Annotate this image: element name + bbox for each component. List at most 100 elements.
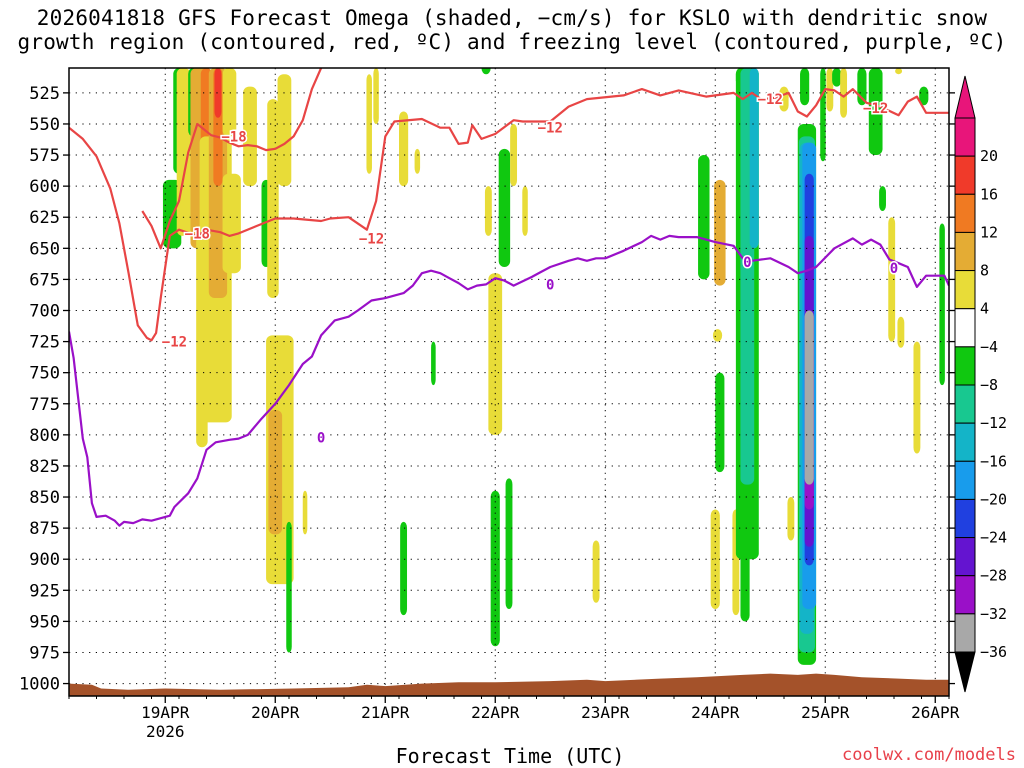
contours: −12 −12 −12 −12 −12 −18 −18 0 0 0 0 [69, 68, 949, 527]
x-tick-label: 22APR [471, 703, 520, 722]
dgz-contour-1-label: −18 [185, 226, 210, 242]
omega-region-13 [243, 86, 257, 187]
x-tick-label: 25APR [801, 703, 850, 722]
colorbar-label: −16 [980, 452, 1007, 470]
colorbar-arrow-bottom [954, 651, 976, 693]
y-tick-label: 850 [29, 488, 60, 508]
omega-region-11 [222, 68, 237, 137]
y-tick-label: 600 [29, 177, 60, 197]
colorbar-bin-0 [954, 117, 976, 157]
omega-region-20 [302, 490, 308, 535]
x-tick-label: 24APR [691, 703, 740, 722]
freezing-level-contour-line [69, 234, 949, 527]
dgz-contour-0-label: −12 [359, 231, 384, 247]
omega-region-66 [897, 316, 905, 348]
omega-region-26 [400, 521, 408, 616]
omega-region-33 [510, 123, 518, 187]
y-tick-label: 900 [29, 550, 60, 570]
omega-region-46 [749, 68, 759, 249]
dgz-contour-1-label: −18 [221, 129, 246, 145]
freezing-level-contour-label: 0 [546, 277, 554, 293]
colorbar-label: −32 [980, 605, 1007, 623]
ground-fill [69, 673, 949, 696]
plot-area: −12 −12 −12 −12 −12 −18 −18 0 0 0 0 [69, 68, 949, 696]
y-tick-label: 650 [29, 239, 60, 259]
y-tick-label: 675 [29, 270, 60, 290]
omega-region-57 [804, 310, 814, 485]
y-tick-label: 525 [29, 84, 60, 104]
colorbar-bin-7 [954, 384, 976, 424]
colorbar-bin-2 [954, 193, 976, 233]
dgz-contour-0-label: −12 [538, 121, 563, 137]
omega-region-67 [913, 341, 921, 454]
omega-region-15 [267, 99, 279, 299]
y-tick-label: 925 [29, 581, 60, 601]
colorbar-arrow-top [954, 75, 976, 119]
y-tick-label: 575 [29, 146, 60, 166]
y-tick-label: 550 [29, 115, 60, 135]
y-tick-label: 1000 [19, 675, 60, 695]
colorbar-bin-9 [954, 460, 976, 500]
y-tick-label: 950 [29, 612, 60, 632]
omega-region-34 [522, 186, 528, 236]
omega-region-27 [481, 68, 491, 75]
ground-terrain [69, 673, 949, 696]
y-tick-label: 725 [29, 333, 60, 353]
y-tick-label: 700 [29, 301, 60, 321]
omega-region-64 [879, 186, 886, 212]
colorbar-label: −20 [980, 490, 1007, 508]
colorbar-label: 4 [980, 300, 989, 318]
colorbar-label: −8 [980, 376, 998, 394]
omega-region-60 [832, 68, 842, 87]
omega-region-19 [286, 521, 292, 653]
omega-region-22 [373, 68, 379, 124]
dgz-contour-0-label: −12 [863, 101, 888, 117]
colorbar-bin-6 [954, 346, 976, 386]
freezing-level-contour-label: 0 [317, 430, 325, 446]
omega-region-30 [490, 490, 500, 647]
x-tick-label: 21APR [361, 703, 410, 722]
colorbar-label: −4 [980, 338, 998, 356]
y-tick-label: 750 [29, 364, 60, 384]
x-tick-label: 23APR [581, 703, 630, 722]
colorbar-bin-5 [954, 308, 976, 348]
freezing-level-contour-label: 0 [890, 261, 898, 277]
colorbar-bin-10 [954, 498, 976, 539]
colorbar-bin-11 [954, 537, 976, 577]
dgz-contour-0-line [69, 88, 949, 342]
omega-region-10 [214, 68, 222, 118]
dgz-contour-0-label: −12 [162, 335, 187, 351]
omega-region-61 [840, 68, 848, 118]
dgz-contour-0-label: −12 [758, 92, 783, 108]
colorbar-label: −24 [980, 529, 1007, 547]
omega-region-24 [414, 148, 421, 174]
y-tick-label: 825 [29, 457, 60, 477]
omega-shading [162, 68, 945, 665]
credit-link[interactable]: coolwx.com/models [842, 745, 1016, 765]
y-axis: 525 550 575 600 625 650 675 700 725 750 775 800 825 8… [19, 84, 955, 695]
colorbar-label: 20 [980, 147, 998, 165]
x-axis-title: Forecast Time (UTC) [395, 744, 625, 768]
y-tick-label: 975 [29, 643, 60, 663]
omega-region-31 [498, 148, 511, 267]
colorbar-bin-8 [954, 422, 976, 462]
x-tick-label: 26APR [911, 703, 960, 722]
omega-region-40 [715, 372, 725, 473]
omega-region-28 [484, 186, 492, 236]
colorbar-bin-1 [954, 155, 976, 195]
colorbar-label: 12 [980, 223, 998, 241]
colorbar-bin-13 [954, 613, 976, 653]
title-line-1: 2026041818 GFS Forecast Omega (shaded, −… [36, 6, 988, 30]
chart-title: 2026041818 GFS Forecast Omega (shaded, −… [0, 6, 1024, 54]
colorbar-label: 16 [980, 185, 998, 203]
colorbar-bin-4 [954, 270, 976, 310]
omega-region-18 [268, 409, 283, 535]
y-tick-label: 875 [29, 519, 60, 539]
omega-region-16 [277, 74, 292, 187]
colorbar: 20 16 12 8 4 −4 −8 −12 −16 −20 −24 −28 −32 −36 [954, 75, 1007, 693]
y-tick-label: 800 [29, 426, 60, 446]
omega-region-70 [939, 223, 945, 386]
colorbar-label: 8 [980, 262, 989, 280]
y-tick-label: 625 [29, 208, 60, 228]
x-tick-label: 19APR [141, 703, 190, 722]
